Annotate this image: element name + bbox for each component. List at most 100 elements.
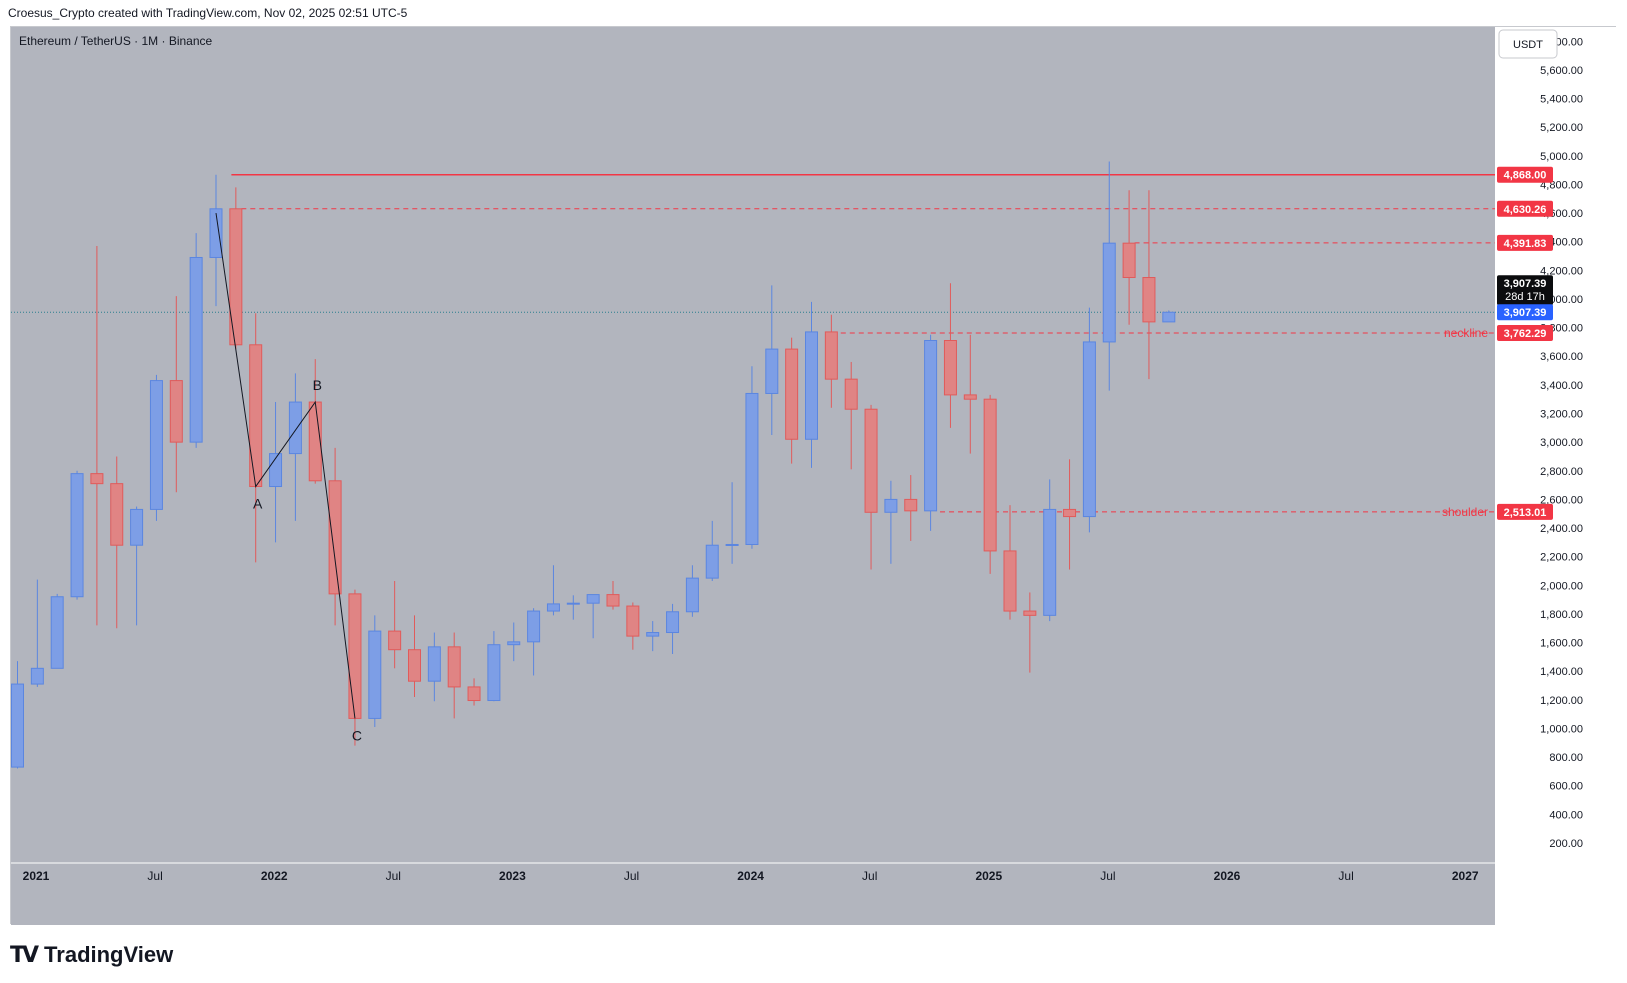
- candle[interactable]: [765, 285, 779, 435]
- candle[interactable]: [725, 482, 739, 564]
- candle[interactable]: [348, 589, 362, 746]
- candle[interactable]: [1122, 190, 1136, 325]
- candle[interactable]: [924, 334, 938, 531]
- x-tick-label: Jul: [386, 869, 401, 883]
- candle[interactable]: [745, 366, 759, 549]
- candle[interactable]: [1082, 307, 1096, 533]
- x-tick-label: 2026: [1214, 869, 1241, 883]
- y-tick-label: 2,000.00: [1540, 580, 1583, 592]
- candle[interactable]: [844, 361, 858, 470]
- candle-body: [50, 596, 64, 669]
- candle[interactable]: [110, 456, 124, 629]
- candle-body: [130, 508, 144, 546]
- candle[interactable]: [149, 374, 163, 521]
- candle[interactable]: [864, 404, 878, 570]
- level-price-tag: [1497, 325, 1553, 342]
- candle-body: [785, 348, 799, 440]
- y-tick-label: 2,800.00: [1540, 466, 1583, 478]
- candle[interactable]: [785, 337, 799, 464]
- candle[interactable]: [963, 334, 977, 454]
- candle[interactable]: [904, 475, 918, 541]
- candle[interactable]: [50, 593, 64, 669]
- candle[interactable]: [705, 520, 719, 581]
- candle-body: [308, 401, 322, 482]
- current-price-tag: [1497, 304, 1553, 321]
- currency-button[interactable]: [1498, 29, 1558, 59]
- candle[interactable]: [229, 187, 243, 350]
- y-tick-label: 800.00: [1549, 752, 1583, 764]
- candle[interactable]: [30, 579, 44, 687]
- candle[interactable]: [408, 615, 421, 697]
- candle[interactable]: [646, 621, 660, 652]
- candle[interactable]: [328, 447, 342, 626]
- candle-body: [566, 602, 580, 605]
- candle[interactable]: [566, 595, 580, 620]
- candle[interactable]: [507, 622, 521, 662]
- level-name-label: shoulder: [1442, 505, 1488, 519]
- candle[interactable]: [666, 603, 680, 654]
- candle-body: [388, 630, 402, 651]
- candle[interactable]: [586, 594, 600, 639]
- candle[interactable]: [487, 631, 501, 702]
- candle[interactable]: [189, 233, 203, 448]
- candle-body: [725, 543, 739, 546]
- time-axis-background[interactable]: [11, 863, 1495, 925]
- candle[interactable]: [169, 296, 183, 493]
- x-tick-label: Jul: [624, 869, 639, 883]
- candle[interactable]: [824, 314, 838, 408]
- candle[interactable]: [90, 246, 104, 626]
- candle-body: [884, 498, 898, 513]
- candle[interactable]: [1142, 190, 1156, 380]
- candle[interactable]: [983, 394, 997, 574]
- candle[interactable]: [884, 480, 898, 564]
- candle[interactable]: [130, 506, 144, 626]
- candle[interactable]: [209, 174, 223, 307]
- candle-body: [288, 401, 302, 455]
- candle-body: [765, 348, 779, 394]
- candle[interactable]: [805, 301, 818, 468]
- y-tick-label: 4,200.00: [1540, 265, 1583, 277]
- candle[interactable]: [626, 602, 640, 650]
- candle[interactable]: [427, 632, 441, 702]
- candle-body: [1122, 242, 1136, 279]
- abc-pattern-label: B: [313, 377, 322, 393]
- tradingview-logo-text: TradingView: [44, 942, 174, 967]
- y-tick-label: 2,600.00: [1540, 494, 1583, 506]
- candle-body: [586, 594, 600, 604]
- candle[interactable]: [388, 580, 402, 669]
- candle[interactable]: [606, 580, 620, 610]
- candle[interactable]: [1003, 505, 1017, 620]
- candle[interactable]: [1023, 592, 1037, 673]
- candle[interactable]: [527, 608, 541, 676]
- candle[interactable]: [546, 565, 560, 616]
- candle[interactable]: [943, 283, 957, 428]
- candle-body: [149, 380, 163, 510]
- candle[interactable]: [1162, 310, 1176, 323]
- price-labels-layer: neckline shoulder 4,868.00 4,630.26 4,391.83…: [1442, 166, 1553, 520]
- candle[interactable]: [70, 470, 84, 600]
- candle-body: [348, 593, 362, 719]
- y-tick-label: 1,200.00: [1540, 695, 1583, 707]
- candle-body: [983, 398, 997, 552]
- candle[interactable]: [1063, 459, 1077, 570]
- candle[interactable]: [685, 565, 699, 617]
- currency-button-label: USDT: [1513, 39, 1543, 51]
- candle[interactable]: [1043, 479, 1057, 622]
- candle-body: [943, 340, 957, 396]
- candle-body: [70, 473, 84, 598]
- candle-body: [368, 630, 382, 719]
- x-tick-label: Jul: [147, 869, 162, 883]
- candle[interactable]: [11, 661, 24, 769]
- candle[interactable]: [467, 678, 481, 706]
- tradingview-logo[interactable]: TV TradingView: [10, 940, 173, 970]
- candle[interactable]: [447, 632, 461, 719]
- price-chart[interactable]: A B C 200.00 400.00 600.00 800.00 1,000.00 1,20…: [11, 27, 1617, 925]
- abc-pattern-layer: A B C: [215, 213, 362, 743]
- candle[interactable]: [308, 359, 322, 484]
- candle[interactable]: [368, 615, 382, 728]
- x-tick-label: Jul: [862, 869, 877, 883]
- candle[interactable]: [288, 373, 302, 521]
- candle-body: [626, 605, 640, 637]
- chart-frame[interactable]: A B C 200.00 400.00 600.00 800.00 1,000.00 1,20…: [10, 26, 1617, 925]
- candle[interactable]: [1102, 161, 1116, 391]
